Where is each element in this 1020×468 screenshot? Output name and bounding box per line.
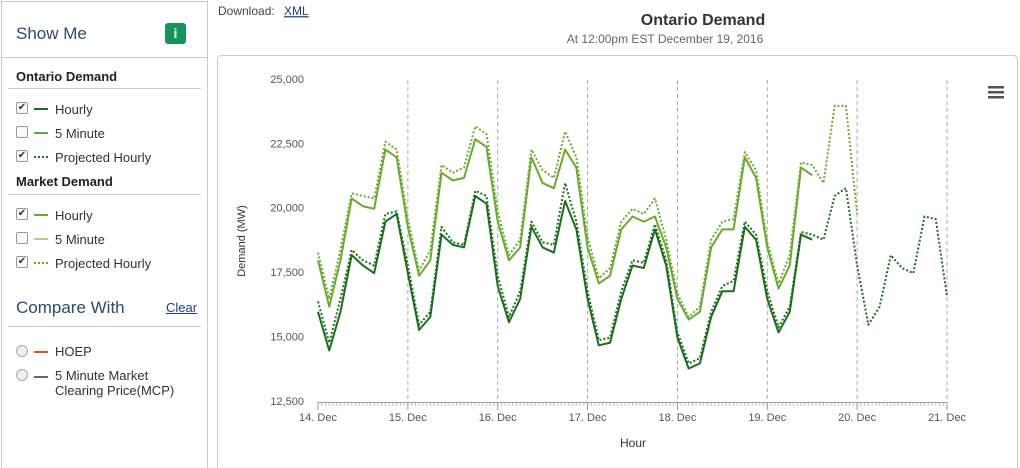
sidebar-title: Show Me — [16, 24, 87, 43]
checkbox[interactable] — [16, 232, 28, 244]
checkbox[interactable] — [16, 126, 28, 138]
x-tick-label: 14. Dec — [299, 412, 337, 424]
legend-swatch — [34, 132, 48, 134]
divider — [8, 326, 201, 327]
legend-label: 5 Minute — [55, 126, 105, 141]
y-tick-label: 17,500 — [270, 267, 304, 279]
x-tick-label: 21. Dec — [928, 412, 966, 424]
legend-label: Hourly — [55, 208, 93, 223]
checkbox[interactable]: ✔ — [16, 256, 28, 268]
x-tick-label: 15. Dec — [389, 412, 427, 424]
legend-swatch — [34, 108, 48, 110]
radio[interactable] — [16, 369, 28, 381]
clear-link[interactable]: Clear — [166, 300, 198, 315]
legend-label: Projected Hourly — [55, 150, 152, 165]
group-title: Market Demand — [16, 174, 113, 189]
y-tick-label: 25,000 — [270, 74, 304, 86]
x-axis-title: Hour — [620, 436, 646, 450]
radio[interactable] — [16, 345, 28, 357]
legend-swatch — [34, 156, 48, 158]
x-tick-label: 18. Dec — [658, 412, 696, 424]
series-line — [317, 194, 813, 370]
menu-icon[interactable] — [988, 86, 1004, 99]
x-tick-label: 20. Dec — [838, 412, 876, 424]
download-link[interactable]: XML — [284, 4, 309, 18]
y-tick-label: 20,000 — [270, 203, 304, 215]
legend-swatch — [34, 214, 48, 216]
compare-label: 5 Minute Market Clearing Price(MCP) — [55, 368, 175, 398]
checkbox[interactable]: ✔ — [16, 102, 28, 114]
download-label: Download: — [218, 4, 275, 18]
legend-swatch — [34, 262, 48, 264]
x-tick-label: 19. Dec — [748, 412, 786, 424]
chart-subtitle: At 12:00pm EST December 19, 2016 — [567, 32, 764, 46]
series-line — [317, 182, 948, 365]
divider — [8, 88, 201, 89]
x-tick-label: 16. Dec — [479, 412, 517, 424]
info-icon[interactable]: i — [165, 23, 186, 44]
series-line — [317, 104, 859, 318]
legend-label: Hourly — [55, 102, 93, 117]
checkbox[interactable]: ✔ — [16, 208, 28, 220]
x-tick-label: 17. Dec — [569, 412, 607, 424]
legend-swatch — [34, 238, 48, 240]
chart-frame — [217, 55, 1018, 468]
y-tick-label: 12,500 — [270, 396, 304, 408]
divider — [2, 57, 207, 58]
y-tick-label: 22,500 — [270, 138, 304, 150]
y-axis-title: Demand (MW) — [236, 205, 248, 277]
divider — [8, 194, 201, 195]
series-line — [317, 138, 813, 321]
compare-title: Compare With — [16, 298, 125, 317]
group-title: Ontario Demand — [16, 69, 118, 84]
checkbox[interactable]: ✔ — [16, 150, 28, 162]
legend-swatch — [34, 376, 48, 378]
compare-label: HOEP — [55, 344, 92, 359]
legend-label: 5 Minute — [55, 232, 105, 247]
sidebar: Show Me i Ontario Demand ✔ Hourly 5 Minu… — [1, 1, 208, 468]
legend-label: Projected Hourly — [55, 256, 152, 271]
legend-swatch — [34, 351, 48, 353]
y-tick-label: 15,000 — [270, 332, 304, 344]
chart-title: Ontario Demand — [641, 12, 765, 29]
